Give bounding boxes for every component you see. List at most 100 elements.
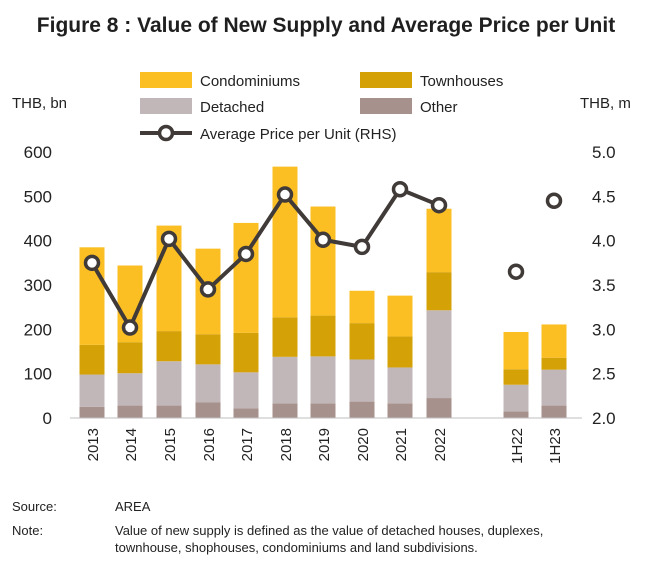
bar-condominiums-2022 bbox=[426, 208, 452, 273]
bar-other-2015 bbox=[156, 405, 182, 418]
note-text: Value of new supply is defined as the va… bbox=[115, 523, 544, 555]
price-point-2013 bbox=[83, 254, 101, 272]
legend-swatch-condominiums bbox=[140, 72, 192, 88]
bar-townhouses-2020 bbox=[349, 323, 375, 360]
left-y-axis: 0 100 200 300 400 500 600 bbox=[24, 143, 52, 428]
right-tick-label: 4.5 bbox=[592, 187, 616, 206]
x-tick-label: 2021 bbox=[393, 428, 410, 461]
left-tick-label: 400 bbox=[24, 232, 52, 251]
right-tick-label: 3.0 bbox=[592, 320, 616, 339]
note-label: Note: bbox=[12, 523, 44, 538]
bar-townhouses-2018 bbox=[272, 317, 298, 357]
x-tick-label: 2022 bbox=[432, 428, 449, 461]
right-tick-label: 4.0 bbox=[592, 232, 616, 251]
figure-title: Figure 8 : Value of New Supply and Avera… bbox=[36, 14, 616, 37]
price-point-2019 bbox=[314, 231, 332, 249]
bar-townhouses-2015 bbox=[156, 331, 182, 362]
bar-other-2016 bbox=[195, 402, 221, 418]
left-tick-label: 300 bbox=[24, 276, 52, 295]
bar-detached-2020 bbox=[349, 359, 375, 402]
price-point-2021 bbox=[391, 180, 409, 198]
bar-townhouses-2022 bbox=[426, 272, 452, 311]
right-tick-label: 3.5 bbox=[592, 276, 616, 295]
price-point-2016 bbox=[199, 281, 217, 298]
source-row: Source: AREA bbox=[12, 498, 575, 515]
bar-detached-2021 bbox=[387, 367, 413, 404]
left-tick-label: 500 bbox=[24, 187, 52, 206]
price-line-path bbox=[90, 187, 440, 330]
bar-townhouses-2013 bbox=[79, 344, 105, 375]
bar-detached-2022 bbox=[426, 310, 452, 399]
x-tick-label: 2013 bbox=[85, 428, 102, 461]
price-point-2020 bbox=[353, 238, 371, 256]
x-tick-label: 2020 bbox=[355, 428, 372, 461]
bar-townhouses-2017 bbox=[233, 332, 259, 373]
bar-other-2019 bbox=[310, 403, 336, 418]
left-tick-label: 100 bbox=[24, 365, 52, 384]
right-tick-label: 5.0 bbox=[592, 143, 616, 162]
right-tick-label: 2.0 bbox=[592, 409, 616, 428]
left-tick-label: 600 bbox=[24, 143, 52, 162]
legend: Condominiums Townhouses Detached Other Avera… bbox=[140, 72, 503, 143]
price-point-1h23 bbox=[545, 192, 563, 210]
x-tick-label: 2018 bbox=[278, 428, 295, 461]
price-point-2018 bbox=[276, 186, 294, 203]
legend-swatch-townhouses bbox=[360, 72, 412, 88]
left-tick-label: 200 bbox=[24, 320, 52, 339]
bar-detached-2017 bbox=[233, 372, 259, 409]
bar-townhouses-1h22 bbox=[503, 369, 529, 385]
price-point-2015 bbox=[160, 230, 178, 248]
bar-townhouses-2014 bbox=[117, 342, 143, 374]
note-row: Note: Value of new supply is defined as … bbox=[12, 522, 575, 556]
footnotes: Source: AREA Note: Value of new supply i… bbox=[12, 498, 575, 563]
bar-condominiums-1h22 bbox=[503, 331, 529, 370]
legend-label-detached: Detached bbox=[200, 99, 264, 116]
legend-label-townhouses: Townhouses bbox=[420, 73, 503, 90]
left-axis-unit: THB, bn bbox=[12, 95, 68, 112]
bar-condominiums-2019 bbox=[310, 206, 336, 316]
bar-other-2014 bbox=[117, 405, 143, 418]
bar-other-2017 bbox=[233, 408, 259, 418]
bar-other-1h22 bbox=[503, 411, 529, 418]
bar-townhouses-2021 bbox=[387, 336, 413, 368]
bar-condominiums-2020 bbox=[349, 290, 375, 324]
x-tick-label: 2016 bbox=[201, 428, 218, 461]
x-tick-label: 1H22 bbox=[509, 428, 526, 464]
bar-detached-2019 bbox=[310, 356, 336, 404]
bar-condominiums-1h23 bbox=[541, 324, 567, 358]
bar-detached-2018 bbox=[272, 356, 298, 404]
bar-other-2021 bbox=[387, 403, 413, 418]
x-tick-label: 2019 bbox=[316, 428, 333, 461]
x-tick-label: 2017 bbox=[239, 428, 256, 461]
bar-detached-1h23 bbox=[541, 369, 567, 406]
legend-swatch-detached bbox=[140, 98, 192, 114]
bar-other-2013 bbox=[79, 406, 105, 418]
legend-label-average-price: Average Price per Unit (RHS) bbox=[200, 126, 396, 143]
price-line bbox=[83, 180, 563, 336]
x-axis: 2013 2014 2015 2016 2017 2018 2019 2020 2021 2022… bbox=[70, 417, 582, 464]
price-point-2022 bbox=[430, 196, 448, 214]
bar-other-2022 bbox=[426, 398, 452, 418]
bar-townhouses-2016 bbox=[195, 334, 221, 365]
legend-label-other: Other bbox=[420, 99, 458, 116]
bar-townhouses-1h23 bbox=[541, 357, 567, 370]
bar-detached-2015 bbox=[156, 361, 182, 406]
bar-stacks bbox=[79, 166, 567, 418]
x-tick-label: 2014 bbox=[123, 428, 140, 461]
bar-detached-2016 bbox=[195, 364, 221, 403]
price-point-2017 bbox=[237, 245, 255, 263]
left-tick-label: 0 bbox=[43, 409, 52, 428]
bar-detached-1h22 bbox=[503, 384, 529, 412]
right-tick-label: 2.5 bbox=[592, 365, 616, 384]
x-tick-label: 2015 bbox=[162, 428, 179, 461]
bar-townhouses-2019 bbox=[310, 315, 336, 357]
bar-detached-2013 bbox=[79, 374, 105, 407]
source-text: AREA bbox=[115, 499, 151, 514]
price-point-1h22 bbox=[507, 263, 525, 280]
legend-swatch-other bbox=[360, 98, 412, 114]
x-tick-label: 1H23 bbox=[547, 428, 564, 464]
right-y-axis: 2.0 2.5 3.0 3.5 4.0 4.5 5.0 bbox=[592, 143, 616, 428]
right-axis-unit: THB, m bbox=[580, 95, 631, 112]
bar-other-2020 bbox=[349, 401, 375, 418]
